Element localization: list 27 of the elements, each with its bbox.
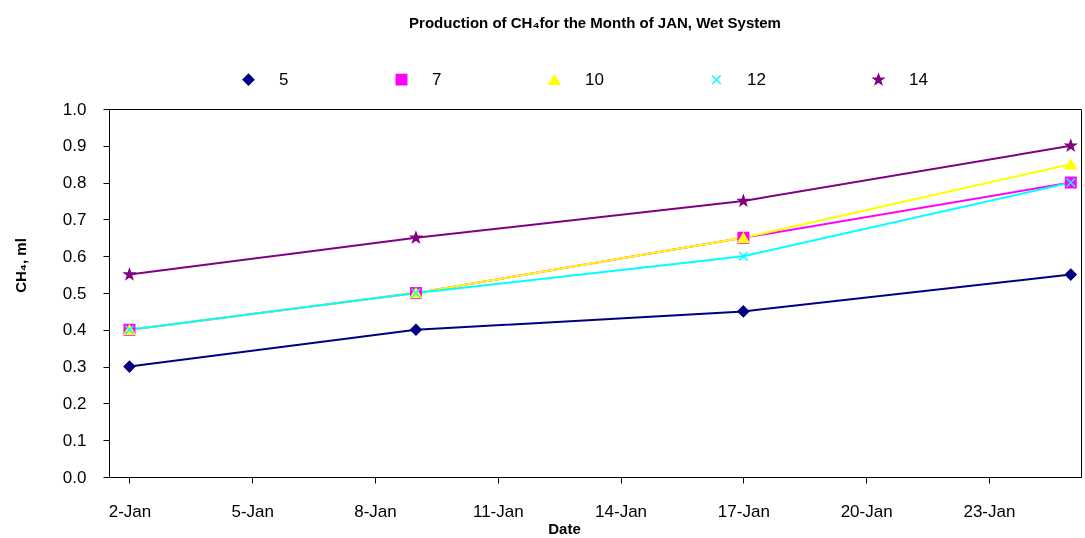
y-tick-label: 0.8 <box>62 173 87 193</box>
legend-label: 14 <box>909 69 928 89</box>
y-tick-label: 1.0 <box>62 99 87 119</box>
y-tick-label: 0.4 <box>62 320 87 340</box>
x-tick-label: 17-Jan <box>717 501 770 521</box>
y-tick-label: 0.7 <box>62 209 87 229</box>
x-tick-label: 11-Jan <box>472 501 524 521</box>
x-axis-title: Date <box>548 519 581 537</box>
y-tick-label: 0.9 <box>62 136 87 156</box>
chart-title: Production of CH₄for the Month of JAN, Wet System <box>409 14 781 31</box>
x-tick-label: 23-Jan <box>963 501 1016 521</box>
y-tick-label: 0.5 <box>62 283 87 303</box>
x-tick-label: 14-Jan <box>595 501 648 521</box>
y-tick-label: 0.2 <box>62 393 87 413</box>
legend-label: 5 <box>279 69 289 89</box>
y-tick-label: 0.1 <box>62 430 87 450</box>
y-tick-label: 0.3 <box>62 357 87 377</box>
x-tick-label: 20-Jan <box>840 501 893 521</box>
x-tick-label: 5-Jan <box>231 501 275 521</box>
legend-label: 10 <box>585 69 604 89</box>
y-tick-label: 0.0 <box>62 467 87 487</box>
x-tick-label: 2-Jan <box>108 501 152 521</box>
legend-label: 12 <box>747 69 766 89</box>
legend-label: 7 <box>432 69 442 89</box>
y-tick-label: 0.6 <box>62 246 87 266</box>
x-tick-label: 8-Jan <box>354 501 397 521</box>
y-axis-title: CH₄, ml <box>11 238 29 293</box>
